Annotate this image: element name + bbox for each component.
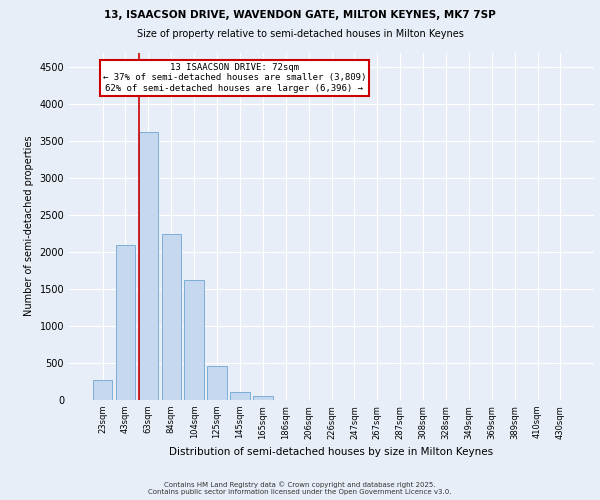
Text: 13, ISAACSON DRIVE, WAVENDON GATE, MILTON KEYNES, MK7 7SP: 13, ISAACSON DRIVE, WAVENDON GATE, MILTO… — [104, 10, 496, 20]
X-axis label: Distribution of semi-detached houses by size in Milton Keynes: Distribution of semi-detached houses by … — [169, 447, 494, 457]
Bar — [93, 380, 112, 400]
Text: Size of property relative to semi-detached houses in Milton Keynes: Size of property relative to semi-detach… — [137, 29, 463, 39]
Text: Contains HM Land Registry data © Crown copyright and database right 2025.
Contai: Contains HM Land Registry data © Crown c… — [148, 482, 452, 495]
Y-axis label: Number of semi-detached properties: Number of semi-detached properties — [24, 136, 34, 316]
Bar — [161, 234, 181, 400]
Text: 13 ISAACSON DRIVE: 72sqm
← 37% of semi-detached houses are smaller (3,809)
62% o: 13 ISAACSON DRIVE: 72sqm ← 37% of semi-d… — [103, 63, 366, 92]
Bar — [139, 132, 158, 400]
Bar — [116, 244, 135, 400]
Bar — [184, 280, 204, 400]
Bar — [208, 366, 227, 400]
Bar — [230, 392, 250, 400]
Bar — [253, 396, 272, 400]
